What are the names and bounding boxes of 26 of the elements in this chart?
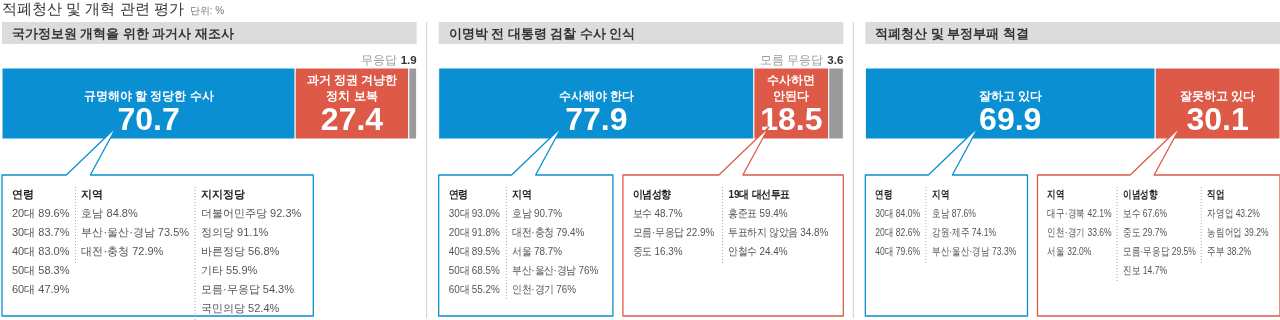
chart-title: 적폐청산 및 부정부패 척결: [875, 27, 1029, 41]
series-label: 잘하고 있다: [978, 89, 1042, 103]
series-label: 모름 무응답: [760, 54, 824, 66]
text: 연령 20대 89.6% 30대 83.7% 40대 83.0% 50대 58.3% 60대 47.9% 지역 호남 84.8% 부산·울산·경남 73.5% 대전·충청 72.9% 지지정당 더불어민주당 92.3% 정의당 91.1% 바른정당 56.8% 기타 55.9% 모름·무응답 54.3% 국민의당 52.4%: [12, 188, 302, 314]
text: 적폐청산 및 개혁 관련 평가: [2, 0, 184, 17]
data-label: 3.6: [827, 54, 844, 66]
series-label: 과거 정권 겨냥한 정치 보복: [306, 73, 398, 103]
text: 연령 30대 93.0% 20대 91.8% 40대 89.5% 50대 68.5% 60대 55.2% 지역 호남 90.7% 대전·충청 79.4% 서울 78.7% 부산·울산·경남 76% 인천·경기 76%: [448, 188, 599, 296]
series-label: 규명해야 할 정당한 수사: [83, 89, 214, 103]
text: 지역 대구·경북 42.1% 인천·경기 33.6% 서울 32.0% 이념성향 보수 67.6% 중도 29.7% 모름·무응답 29.5% 진보 14.7% 직업 자영업 43.2% 농림어업 39.2% 주부 38.2%: [1047, 187, 1269, 277]
data-label: 70.7: [117, 101, 180, 137]
chart-title: 이명박 전 대통령 검찰 수사 인식: [448, 27, 636, 41]
data-label: 27.4: [320, 101, 384, 137]
data-label: 18.5: [760, 101, 823, 137]
data-label: 1.9: [400, 54, 417, 66]
series-label: 수사하면 안된다: [767, 73, 816, 103]
series-label: 잘못하고 있다: [1179, 89, 1256, 103]
data-label: 69.9: [979, 101, 1042, 137]
data-label: 77.9: [565, 101, 628, 137]
series-label: 수사해야 한다: [558, 89, 634, 103]
text: 이념성향 보수 48.7% 모름·무응답 22.9% 중도 16.3% 19대 대선투표 홍준표 59.4% 투표하지 않았음 34.8% 안철수 24.4%: [632, 188, 829, 258]
chart-title: 국가정보원 개혁을 위한 과거사 재조사: [12, 27, 234, 41]
series-label: 무응답: [360, 54, 397, 66]
data-label: 30.1: [1186, 101, 1249, 137]
text: 단위: %: [189, 5, 225, 16]
text: 연령 30대 84.0% 20대 82.6% 40대 79.6% 지역 호남 87.6% 강원·제주 74.1% 부산·울산·경남 73.3%: [875, 187, 1017, 258]
